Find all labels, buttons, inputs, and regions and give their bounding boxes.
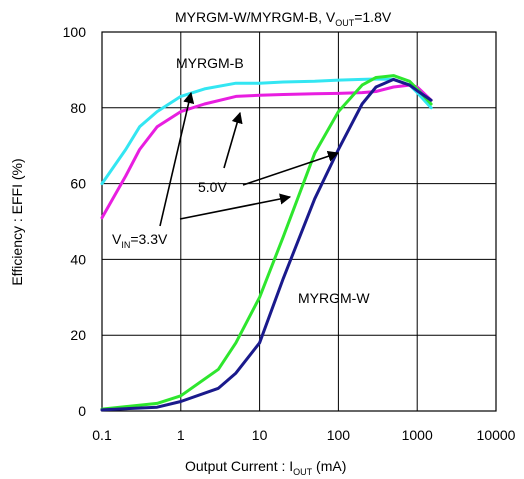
axes: 0.1 1 10 100 1000 10000 0 20 40 60 80 100 [63,24,516,443]
plot-frame [101,31,497,412]
y-tick-label: 80 [70,100,86,116]
x-tick-label: 1 [177,427,185,443]
series-lines [100,74,433,412]
annotation-vin-subscript: IN [121,240,130,250]
x-tick-label: 1000 [402,427,433,443]
series-line-4 [100,77,433,412]
annotation-5v: 5.0V [198,179,227,195]
x-tick-label: 0.1 [92,427,112,443]
annotation-myrgm-b: MYRGM-B [176,55,244,71]
x-tick-label: 100 [327,427,351,443]
y-tick-label: 0 [78,403,86,419]
x-tick-label: 10 [252,427,268,443]
arrow-3v-to-b [159,91,195,227]
series-line-2 [100,83,433,220]
chart-title-value: =1.8V [354,9,392,25]
x-axis-label-main: Output Current : I [185,458,293,474]
chart-title: MYRGM-W/MYRGM-B, VOUT=1.8V [175,9,392,28]
y-tick-label: 100 [63,24,87,40]
x-axis-label-unit: (mA) [312,458,346,474]
series-line-3 [100,74,433,411]
arrow-3v-to-w [179,193,292,220]
x-axis-label-subscript: OUT [293,467,313,477]
y-tick-label: 40 [70,251,86,267]
annotation-vin-value: =3.3V [130,231,168,247]
x-tick-label: 10000 [477,427,516,443]
annotation-myrgm-w: MYRGM-W [298,290,370,306]
annotation-vin-main: V [112,231,122,247]
chart-title-main: MYRGM-W/MYRGM-B, V [175,9,336,25]
y-tick-label: 60 [70,176,86,192]
y-tick-label: 20 [70,327,86,343]
annotation-vin: VIN=3.3V [112,231,168,250]
arrow-5v-to-w [242,150,340,186]
chart-title-subscript: OUT [335,18,355,28]
arrow-5v-to-b [223,111,243,169]
y-axis-label: Efficiency : EFFI (%) [9,158,25,285]
x-axis-label: Output Current : IOUT (mA) [185,458,346,477]
